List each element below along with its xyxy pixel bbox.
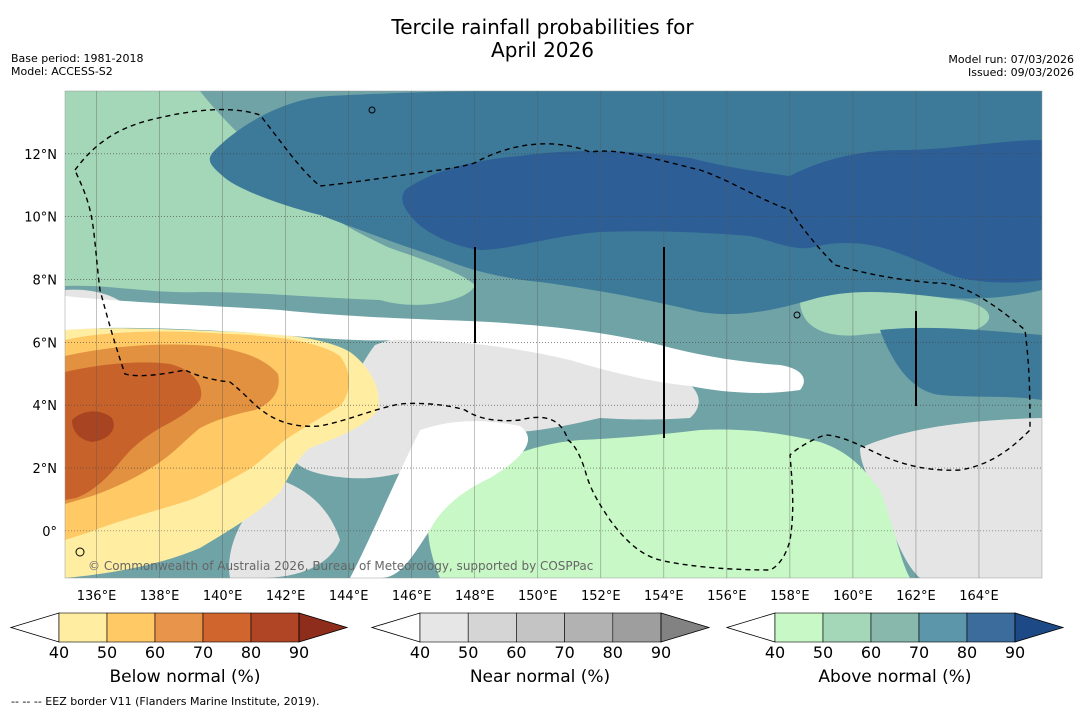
above-80-region [402,140,1042,283]
colorbar-swatch [419,612,469,643]
colorbar-low-extension [725,612,776,643]
map-title-line-1: Tercile rainfall probabilities for [391,15,694,39]
colorbar-swatch [612,612,662,643]
colorbar-tick-label: 90 [1004,643,1026,662]
longitude-tick-label: 144°E [329,589,369,604]
graticule [65,91,1042,578]
no-dominant-tercile-strip-south [350,421,529,578]
base-period: Base period: 1981-2018 [11,52,144,65]
latitude-tick-label: 12°N [24,148,57,163]
colorbar-low-extension [370,612,421,643]
longitude-tick-label: 140°E [203,589,243,604]
colorbar-tick-label: 50 [96,643,118,662]
longitude-tick-label: 160°E [833,589,873,604]
colorbar-high-extension [660,612,711,643]
latitude-tick-label: 2°N [33,462,58,477]
colorbar-tick-label: 80 [956,643,978,662]
longitude-tick-label: 152°E [581,589,621,604]
model-run: Model run: 07/03/2026 [948,53,1074,66]
map-copyright: © Commonwealth of Australia 2026, Bureau… [88,559,593,573]
issued-date: Issued: 09/03/2026 [967,66,1074,79]
colorbar-low-extension [9,612,60,643]
above-40-region-south [428,429,910,578]
map-field [65,91,1042,578]
longitude-axis: 136°E 138°E 140°E 142°E 144°E 146°E 148°E 150°E… [77,589,999,604]
below-70-region [65,362,202,500]
colorbar-tick-label: 60 [144,643,166,662]
below-80-region [72,411,114,442]
colorbar-near-normal [370,612,711,643]
latitude-tick-label: 0° [42,525,57,540]
above-50-region-top [95,92,125,106]
colorbar-tick-label: 70 [554,643,575,662]
longitude-tick-label: 142°E [266,589,306,604]
longitude-tick-label: 150°E [518,589,558,604]
colorbar-swatch [966,612,1016,643]
colorbar-swatch [58,612,108,643]
longitude-tick-label: 136°E [77,589,117,604]
colorbar-tick-label: 90 [650,643,672,662]
colorbar-tick-label: 40 [48,643,70,662]
colorbar-swatch [106,612,156,643]
map-frame [64,90,1043,579]
colorbar-near-label: Near normal (%) [469,667,611,687]
colorbar-tick-label: 80 [240,643,262,662]
colorbar-tick-label: 70 [192,643,214,662]
colorbar-tick-label: 40 [764,643,786,662]
colorbar-swatch [202,612,252,643]
longitude-tick-label: 164°E [959,589,999,604]
latitude-tick-label: 10°N [24,211,57,226]
colorbar-swatch [774,612,824,643]
eez-border-line [74,108,1031,571]
colorbar-below-label: Below normal (%) [109,667,261,687]
colorbar-high-extension [1014,612,1065,643]
colorbar-swatch [154,612,204,643]
colorbar-swatch [516,612,565,643]
island-marker [793,311,801,319]
map-title-line-2: April 2026 [491,38,594,62]
colorbar-above-label: Above normal (%) [818,667,972,687]
longitude-tick-label: 148°E [455,589,495,604]
longitude-tick-label: 146°E [392,589,432,604]
latitude-tick-label: 4°N [33,399,58,414]
latitude-axis: 12°N 10°N 8°N 6°N 4°N 2°N 0° [24,148,57,540]
longitude-tick-label: 162°E [896,589,936,604]
colorbar-tick-label: 50 [812,643,834,662]
near-normal-region-center [292,332,699,479]
colorbar-tick-label: 50 [458,643,479,662]
island-marker [75,547,85,557]
colorbar-swatch [822,612,872,643]
colorbar-swatch [918,612,968,643]
colorbar-swatch [467,612,517,643]
colorbar-tick-label: 60 [860,643,882,662]
latitude-tick-label: 8°N [33,274,58,289]
colorbar-swatch [250,612,300,643]
latitude-tick-label: 6°N [33,336,58,351]
longitude-tick-label: 156°E [707,589,747,604]
model-name: Model: ACCESS-S2 [11,65,113,78]
colorbar-swatch [870,612,920,643]
longitude-tick-label: 154°E [644,589,684,604]
colorbar-tick-label: 70 [908,643,930,662]
colorbar-tick-label: 80 [602,643,623,662]
colorbar-tick-label: 60 [506,643,527,662]
colorbar-below-normal [9,612,349,643]
longitude-tick-label: 138°E [140,589,180,604]
above-70-region-southeast [880,327,1042,400]
meta-left: Base period: 1981-2018 Model: ACCESS-S2 [11,52,143,78]
colorbar-high-extension [298,612,349,643]
meta-right: Model run: 07/03/2026 Issued: 09/03/2026 [948,53,1074,79]
island-marker [368,106,376,114]
longitude-tick-label: 158°E [770,589,810,604]
colorbar-above-normal [725,612,1065,643]
above-50-region-east [800,291,990,336]
colorbar-tick-label: 90 [288,643,310,662]
colorbar-swatch [564,612,614,643]
eez-footnote: -- -- -- EEZ border V11 (Flanders Marine… [11,695,320,708]
no-dominant-tercile-strip [65,296,804,393]
near-normal-region-east [860,418,1042,578]
colorbar-tick-label: 40 [409,643,431,662]
